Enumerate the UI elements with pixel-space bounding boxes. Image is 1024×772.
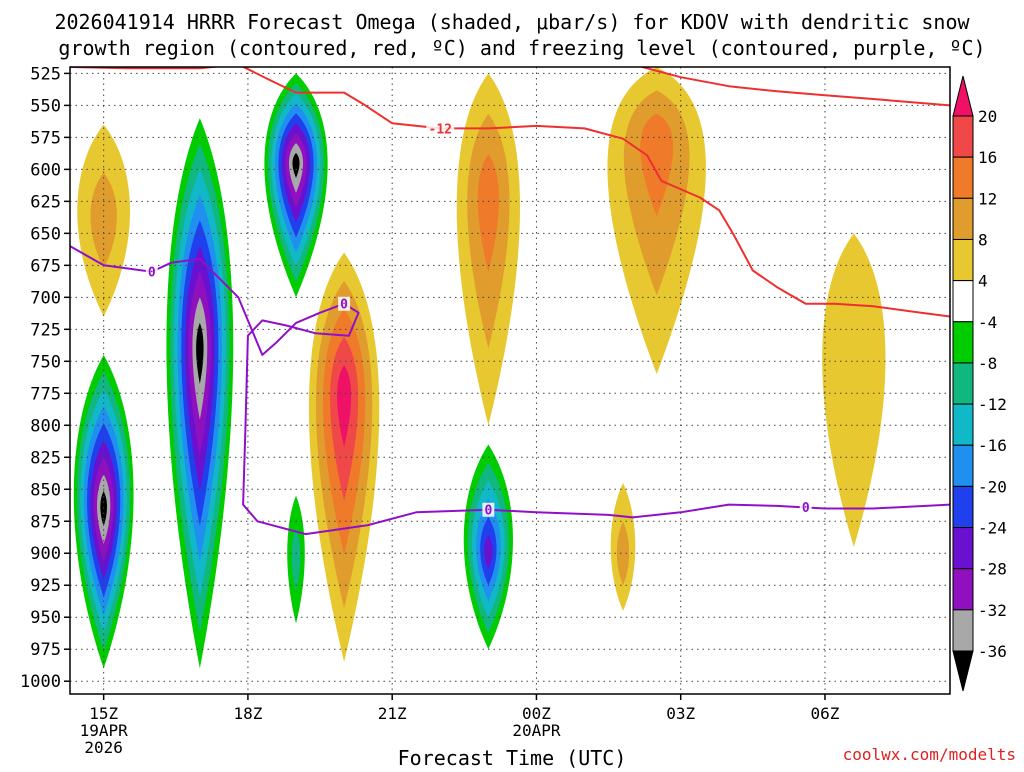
colorbar-label-20: 20	[978, 107, 997, 126]
freezing_level_0C-label-bg-2	[338, 296, 351, 311]
y-tick-label-725: 725	[30, 320, 61, 340]
colorbar-label--20: -20	[978, 477, 1007, 496]
freezing_level_0C-line	[70, 245, 950, 536]
x-axis-label: Forecast Time (UTC)	[398, 746, 627, 768]
y-axis: 525 550 575 600 625 650 675 700 725 750 775 800 825 8…	[20, 64, 70, 692]
snow_growth_neg12C-label-1: -12	[429, 122, 452, 137]
y-tick-label-575: 575	[30, 128, 61, 148]
colorbar-swatch-7	[952, 362, 974, 405]
colorbar-label-4: 4	[978, 272, 988, 291]
freezing_level_0C-label-2: 0	[340, 298, 348, 313]
chart-title-line-2: growth region (contoured, red, ºC) and f…	[58, 36, 985, 60]
colorbar-label--4: -4	[978, 313, 997, 332]
colorbar-swatch-3	[952, 197, 974, 240]
y-tick-label-850: 850	[30, 480, 61, 500]
freezing_level_0C-label-bg-4	[799, 500, 812, 515]
omega_pos_26Z_upper-band-3	[640, 113, 674, 217]
colorbar-bottom-arrow	[952, 650, 974, 692]
y-tick-label-825: 825	[30, 448, 61, 468]
x-tick-label-18Z: 18Z	[233, 704, 262, 723]
colorbar-label-16: 16	[978, 148, 997, 167]
colorbar-swatch-1	[952, 115, 974, 158]
snow_growth_neg12C_upper-line	[638, 67, 950, 107]
snow_growth_neg12C-label-bg-1	[426, 121, 455, 136]
colorbar-swatch-9	[952, 444, 974, 487]
omega_pos_15Z_upper-band-2	[90, 172, 117, 269]
x-tick-label-03Z: 03Z	[666, 704, 695, 723]
ground-surface	[70, 694, 950, 701]
colorbar-swatch-6	[952, 321, 974, 364]
freezing_level_0C-label-4: 0	[802, 501, 810, 516]
y-tick-label-600: 600	[30, 160, 61, 180]
y-tick-label-650: 650	[30, 224, 61, 244]
colorbar-swatch-11	[952, 527, 974, 570]
ground-layer	[70, 694, 950, 701]
colorbar-label-8: 8	[978, 230, 988, 249]
colorbar-label--16: -16	[978, 436, 1007, 455]
watermark: coolwx.com/modelts	[843, 745, 1016, 764]
omega_neg_19Z_low-band-2	[291, 527, 301, 592]
y-tick-label-950: 950	[30, 608, 61, 628]
omega_pos_20Z-band-5	[337, 365, 352, 448]
omega-shading	[73, 67, 886, 669]
freezing_level_0C-label-bg-1	[145, 264, 158, 279]
colorbar-swatch-2	[952, 156, 974, 199]
omega_neg_19Z_upper-band-9	[292, 153, 300, 178]
freezing_level_0C-label-1: 0	[148, 266, 156, 281]
colorbar-swatch-5	[952, 280, 974, 323]
grid-lines	[70, 67, 950, 694]
y-tick-label-625: 625	[30, 192, 61, 212]
x-tick-date-15Z: 19APR	[80, 721, 129, 740]
y-tick-label-550: 550	[30, 96, 61, 116]
y-tick-label-975: 975	[30, 640, 61, 660]
omega_neg_15Z_low-band-9	[100, 491, 107, 527]
y-tick-label-700: 700	[30, 288, 61, 308]
freezing_level_0C-label-3: 0	[484, 504, 492, 519]
x-tick-label-21Z: 21Z	[378, 704, 407, 723]
y-tick-label-675: 675	[30, 256, 61, 276]
x-tick-label-06Z: 06Z	[811, 704, 840, 723]
y-tick-label-1000: 1000	[20, 672, 61, 692]
freezing_level_0C-label-bg-3	[482, 502, 495, 517]
y-tick-label-800: 800	[30, 416, 61, 436]
colorbar-swatch-4	[952, 238, 974, 282]
contour-lines: 0 0 0 0 -12	[70, 67, 950, 536]
colorbar-label--24: -24	[978, 519, 1007, 538]
omega_pos_26Z_low-band-2	[616, 521, 630, 586]
chart-title-line-1: 2026041914 HRRR Forecast Omega (shaded, …	[54, 10, 970, 34]
colorbar-top-arrow	[952, 75, 974, 117]
y-tick-label-925: 925	[30, 576, 61, 596]
omega_pos_23Z_upper-band-3	[477, 154, 499, 272]
y-tick-label-525: 525	[30, 64, 61, 84]
colorbar-label--32: -32	[978, 601, 1007, 620]
x-tick-label-00Z: 00Z	[522, 704, 551, 723]
colorbar-swatch-10	[952, 485, 974, 529]
colorbar: 20 16 12 8 4 -4 -8 -12 -16 -20 -24 -28 -32 -36	[952, 75, 1007, 692]
plot-area: 0 0 0 0 -12	[70, 67, 950, 701]
y-tick-label-875: 875	[30, 512, 61, 532]
colorbar-label-12: 12	[978, 189, 997, 208]
colorbar-label--12: -12	[978, 395, 1007, 414]
omega_pos_30Z_mid-band-1	[822, 233, 886, 547]
colorbar-label--8: -8	[978, 354, 997, 373]
colorbar-swatch-12	[952, 568, 974, 611]
colorbar-swatch-13	[952, 609, 974, 652]
colorbar-swatch-8	[952, 403, 974, 446]
colorbar-label--36: -36	[978, 642, 1007, 661]
colorbar-label--28: -28	[978, 560, 1007, 579]
snow_growth_neg12C-line	[70, 67, 950, 318]
x-tick-date-00Z: 20APR	[512, 721, 561, 740]
x-tick-label-15Z: 15Z	[89, 704, 118, 723]
y-tick-label-900: 900	[30, 544, 61, 564]
x-tick-year-15Z: 2026	[84, 738, 123, 757]
omega_neg_23Z_low-band-6	[484, 535, 493, 570]
omega_neg_17Z_mid-band-9	[196, 322, 204, 385]
plot-frame	[69, 66, 951, 695]
y-tick-label-750: 750	[30, 352, 61, 372]
y-tick-label-775: 775	[30, 384, 61, 404]
